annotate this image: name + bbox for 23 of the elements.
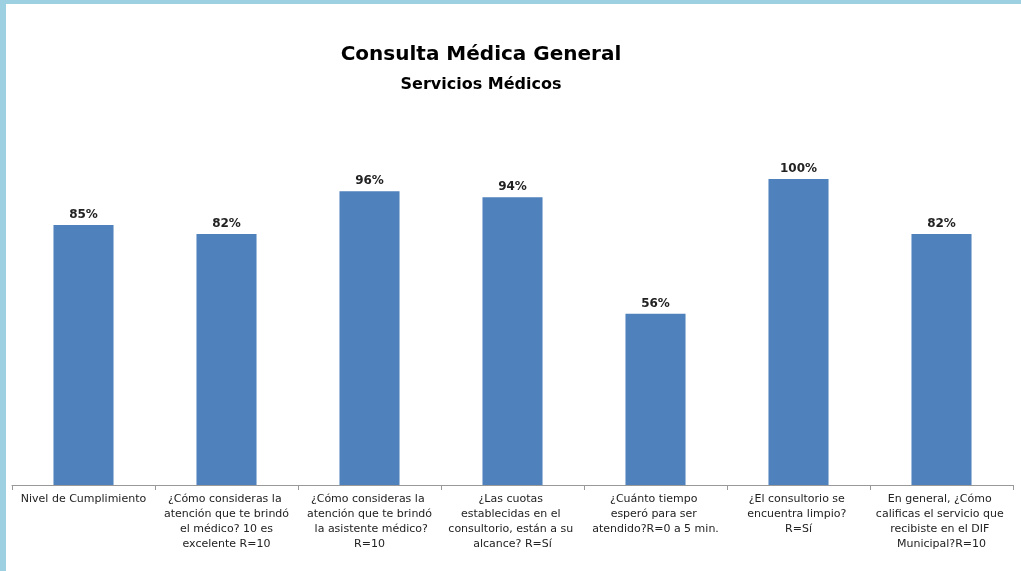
data-label: 82% [927,216,956,231]
x-tick-label: ¿Cómo consideras la atención que te brindó la asistente médico?R=10 [306,492,433,550]
bar [339,191,400,485]
bar [53,224,114,485]
data-label: 82% [212,216,241,231]
x-tick-label: ¿Cuánto tiempo esperó para ser atendido?R=0 a 5 min. [592,492,719,535]
chart-subtitle: Servicios Médicos [400,73,562,93]
bar [196,234,257,485]
x-tick-label: ¿Cómo consideras la atención que te brindó el médico? 10 es excelente R=10 [163,492,290,550]
data-label: 56% [641,295,670,310]
data-label: 100% [779,161,818,175]
x-tick-label: Nivel de Cumplimiento [20,492,147,505]
bar [911,234,972,485]
data-label: 96% [355,173,384,188]
data-label: 94% [498,179,527,194]
x-tick-label: ¿Las cuotas establecidas en el consultorio, están a su alcance? R=Sí [448,492,577,550]
bar [625,313,686,485]
data-label: 85% [69,206,98,221]
chart-title: Consulta Médica General [340,41,622,65]
x-tick-label: En general, ¿Cómo calificas el servicio que recibiste en el DIF Municipal?R=10 [875,492,1008,550]
bar [768,179,829,485]
bar [482,197,543,485]
x-tick-label: ¿El consultorio se encuentra limpio? R=Sí [747,492,850,535]
